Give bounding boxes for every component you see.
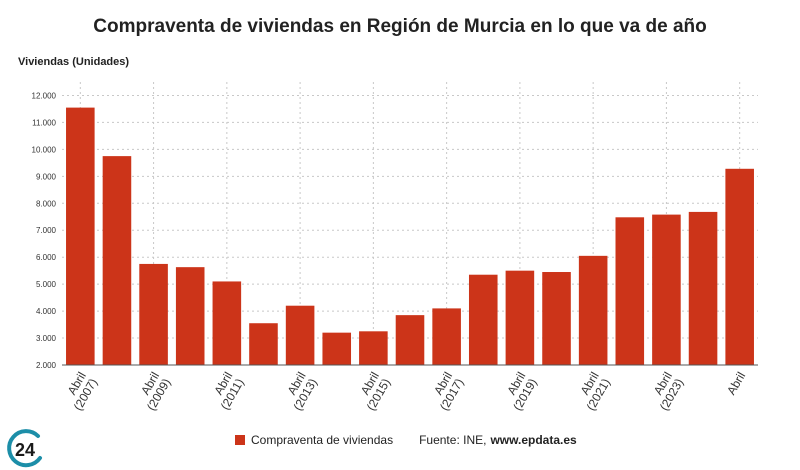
source-link[interactable]: www.epdata.es [490, 433, 577, 447]
y-tick-label: 3.000 [36, 334, 57, 343]
y-tick-label: 5.000 [36, 280, 57, 289]
bar [432, 308, 461, 365]
y-tick-label: 8.000 [36, 199, 57, 208]
brand-logo: 24 [7, 429, 42, 468]
x-tick-label: Abril(2011) [206, 369, 246, 412]
bar [615, 217, 645, 365]
x-tick-label: Abril [724, 370, 748, 398]
y-tick-label: 6.000 [36, 253, 57, 262]
bar [542, 272, 571, 365]
bar [212, 281, 242, 365]
y-tick-label: 9.000 [36, 172, 57, 181]
bar [725, 168, 754, 365]
x-tick-label: Abril(2021) [572, 369, 613, 413]
bar [66, 107, 95, 365]
bar [322, 332, 352, 365]
source-label: Fuente: INE, [419, 433, 487, 447]
bar [359, 331, 388, 365]
bar [578, 255, 608, 365]
x-tick-label: Abril(2009) [133, 369, 174, 413]
y-tick-label: 11.000 [32, 118, 56, 127]
legend: Compraventa de viviendas Fuente: INE, ww… [235, 433, 577, 447]
x-tick-label: Abril(2023) [646, 369, 687, 413]
y-tick-label: 10.000 [32, 145, 57, 154]
bar-chart: 2.000 3.000 4.000 5.000 6.000 7.000 8.000 9.000… [32, 82, 758, 413]
bar [249, 323, 278, 365]
y-tick-label: 7.000 [36, 226, 57, 235]
x-tick-label: Abril(2013) [279, 369, 320, 413]
bar [468, 274, 498, 365]
y-axis-label: Viviendas (Unidades) [18, 56, 130, 68]
y-tick-label: 2.000 [36, 361, 57, 370]
bar [175, 267, 205, 365]
bar [505, 270, 535, 365]
bar [102, 156, 132, 365]
bar [395, 315, 425, 365]
bar [139, 263, 168, 365]
legend-swatch [235, 435, 245, 445]
logo-text: 24 [15, 440, 35, 460]
chart-title: Compraventa de viviendas en Región de Mu… [93, 16, 707, 37]
bar [285, 305, 315, 365]
x-tick-label: Abril(2017) [426, 369, 467, 413]
y-tick-label: 4.000 [36, 307, 57, 316]
legend-label: Compraventa de viviendas [251, 433, 394, 447]
x-tick-label: Abril(2019) [499, 369, 540, 413]
x-tick-label: Abril(2015) [352, 369, 393, 413]
bar [688, 211, 718, 365]
bar [652, 214, 681, 365]
x-tick-label: Abril(2007) [59, 369, 100, 413]
y-tick-label: 12.000 [32, 91, 57, 100]
